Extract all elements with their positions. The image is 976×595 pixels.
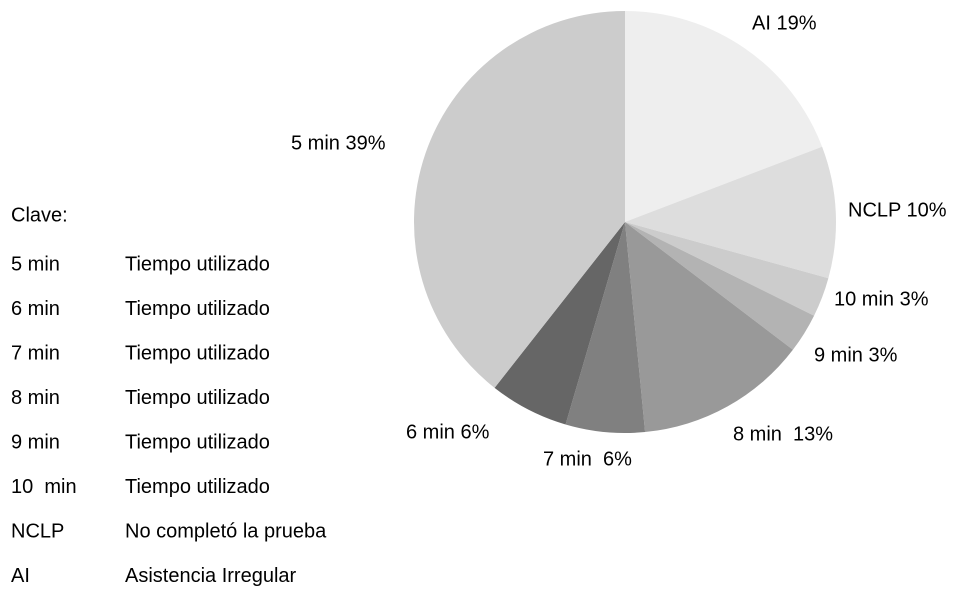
pie-slice [625, 11, 823, 222]
key-title: Clave: [11, 204, 68, 226]
key-code: AI [11, 565, 30, 587]
pie-slice [625, 222, 829, 316]
pie-slice [565, 222, 646, 434]
key-description: Tiempo utilizado [125, 431, 270, 453]
key-code: 8 min [11, 387, 60, 409]
slice-label: 8 min 13% [733, 423, 833, 445]
key-code: 9 min [11, 431, 60, 453]
key-description: Tiempo utilizado [125, 253, 270, 275]
key-code: NCLP [11, 520, 64, 542]
key-code: 10 min [11, 476, 77, 498]
key-description: Tiempo utilizado [125, 476, 270, 498]
pie-slice [625, 146, 836, 279]
pie-slice [414, 11, 625, 388]
key-description: Asistencia Irregular [125, 565, 297, 587]
key-code: 5 min [11, 253, 60, 275]
slice-label: 6 min 6% [406, 421, 490, 443]
slice-label: AI 19% [752, 12, 817, 34]
pie-slice [625, 222, 815, 350]
slice-label: 5 min 39% [291, 132, 386, 154]
key-code: 7 min [11, 342, 60, 364]
slice-label: NCLP 10% [848, 199, 947, 221]
key-description: Tiempo utilizado [125, 342, 270, 364]
key-code: 6 min [11, 298, 60, 320]
pie-slice [494, 222, 625, 425]
key-description: Tiempo utilizado [125, 387, 270, 409]
slice-label: 10 min 3% [834, 288, 929, 310]
key-description: No completó la prueba [125, 520, 327, 542]
slice-label: 9 min 3% [814, 344, 898, 366]
pie-slice [625, 222, 793, 433]
slice-label: 7 min 6% [543, 448, 632, 470]
key-description: Tiempo utilizado [125, 298, 270, 320]
